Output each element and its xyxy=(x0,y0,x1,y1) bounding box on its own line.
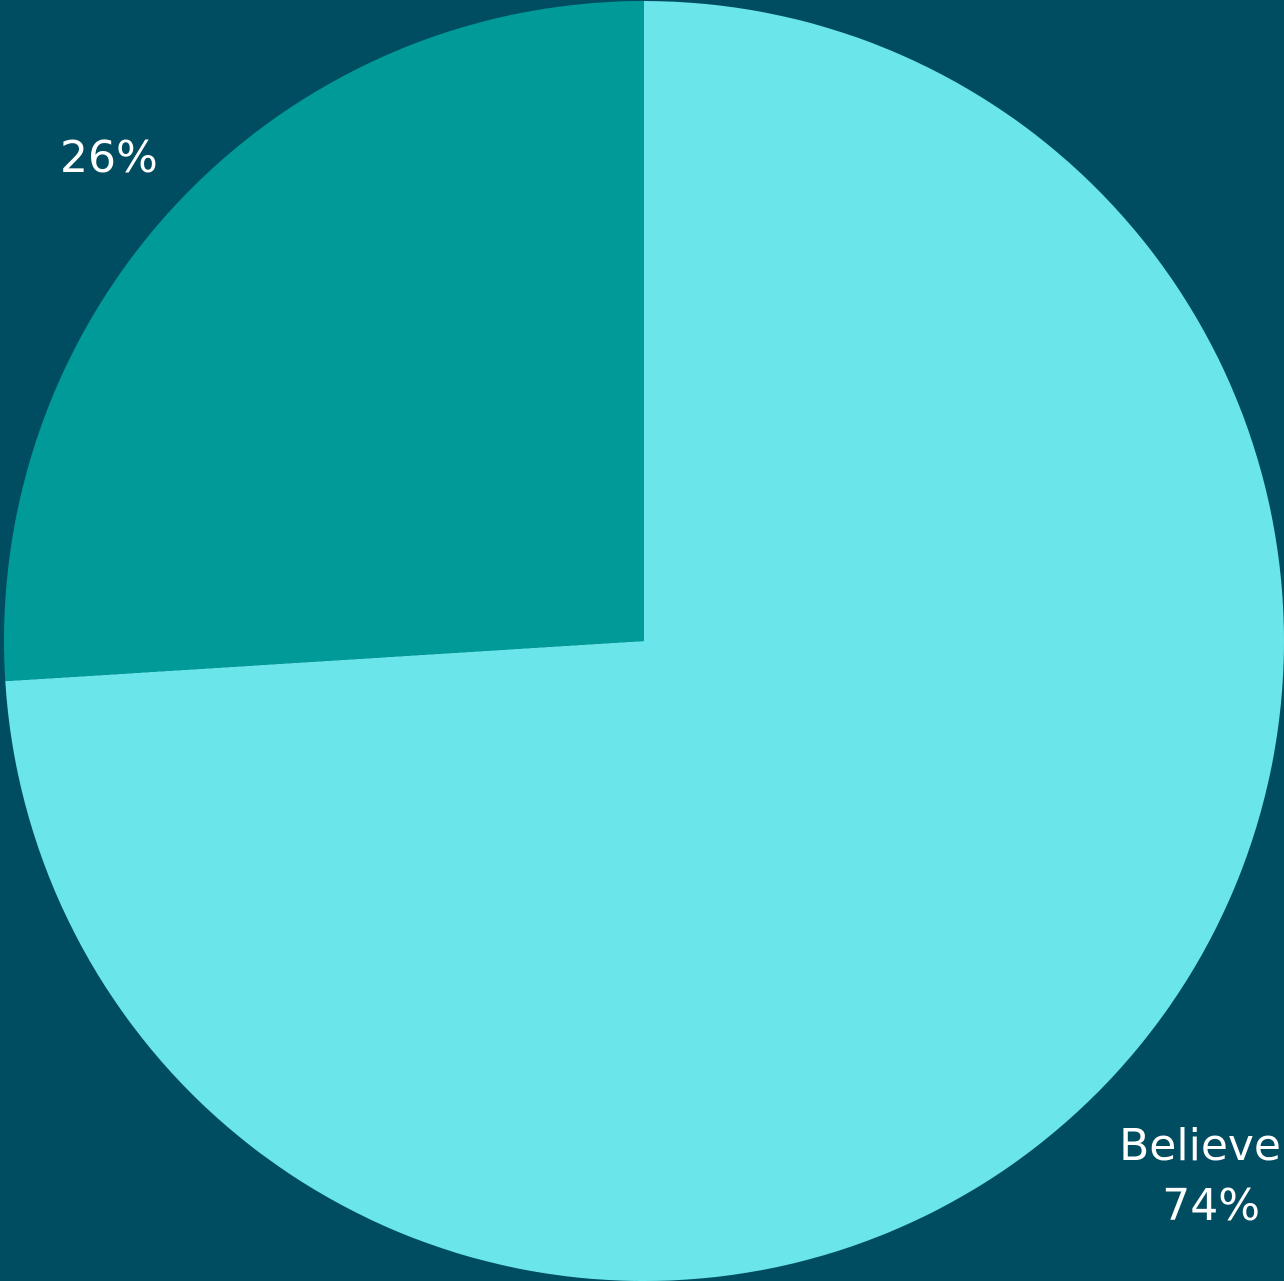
pie-slice-unlabeled-1 xyxy=(3,1,644,682)
slice-value-label-74: 74% xyxy=(1162,1180,1260,1231)
pie-slice-believe xyxy=(5,1,1284,1281)
slice-value-label-26: 26% xyxy=(60,132,158,183)
slice-name-label-believe: Believe xyxy=(1119,1120,1281,1171)
